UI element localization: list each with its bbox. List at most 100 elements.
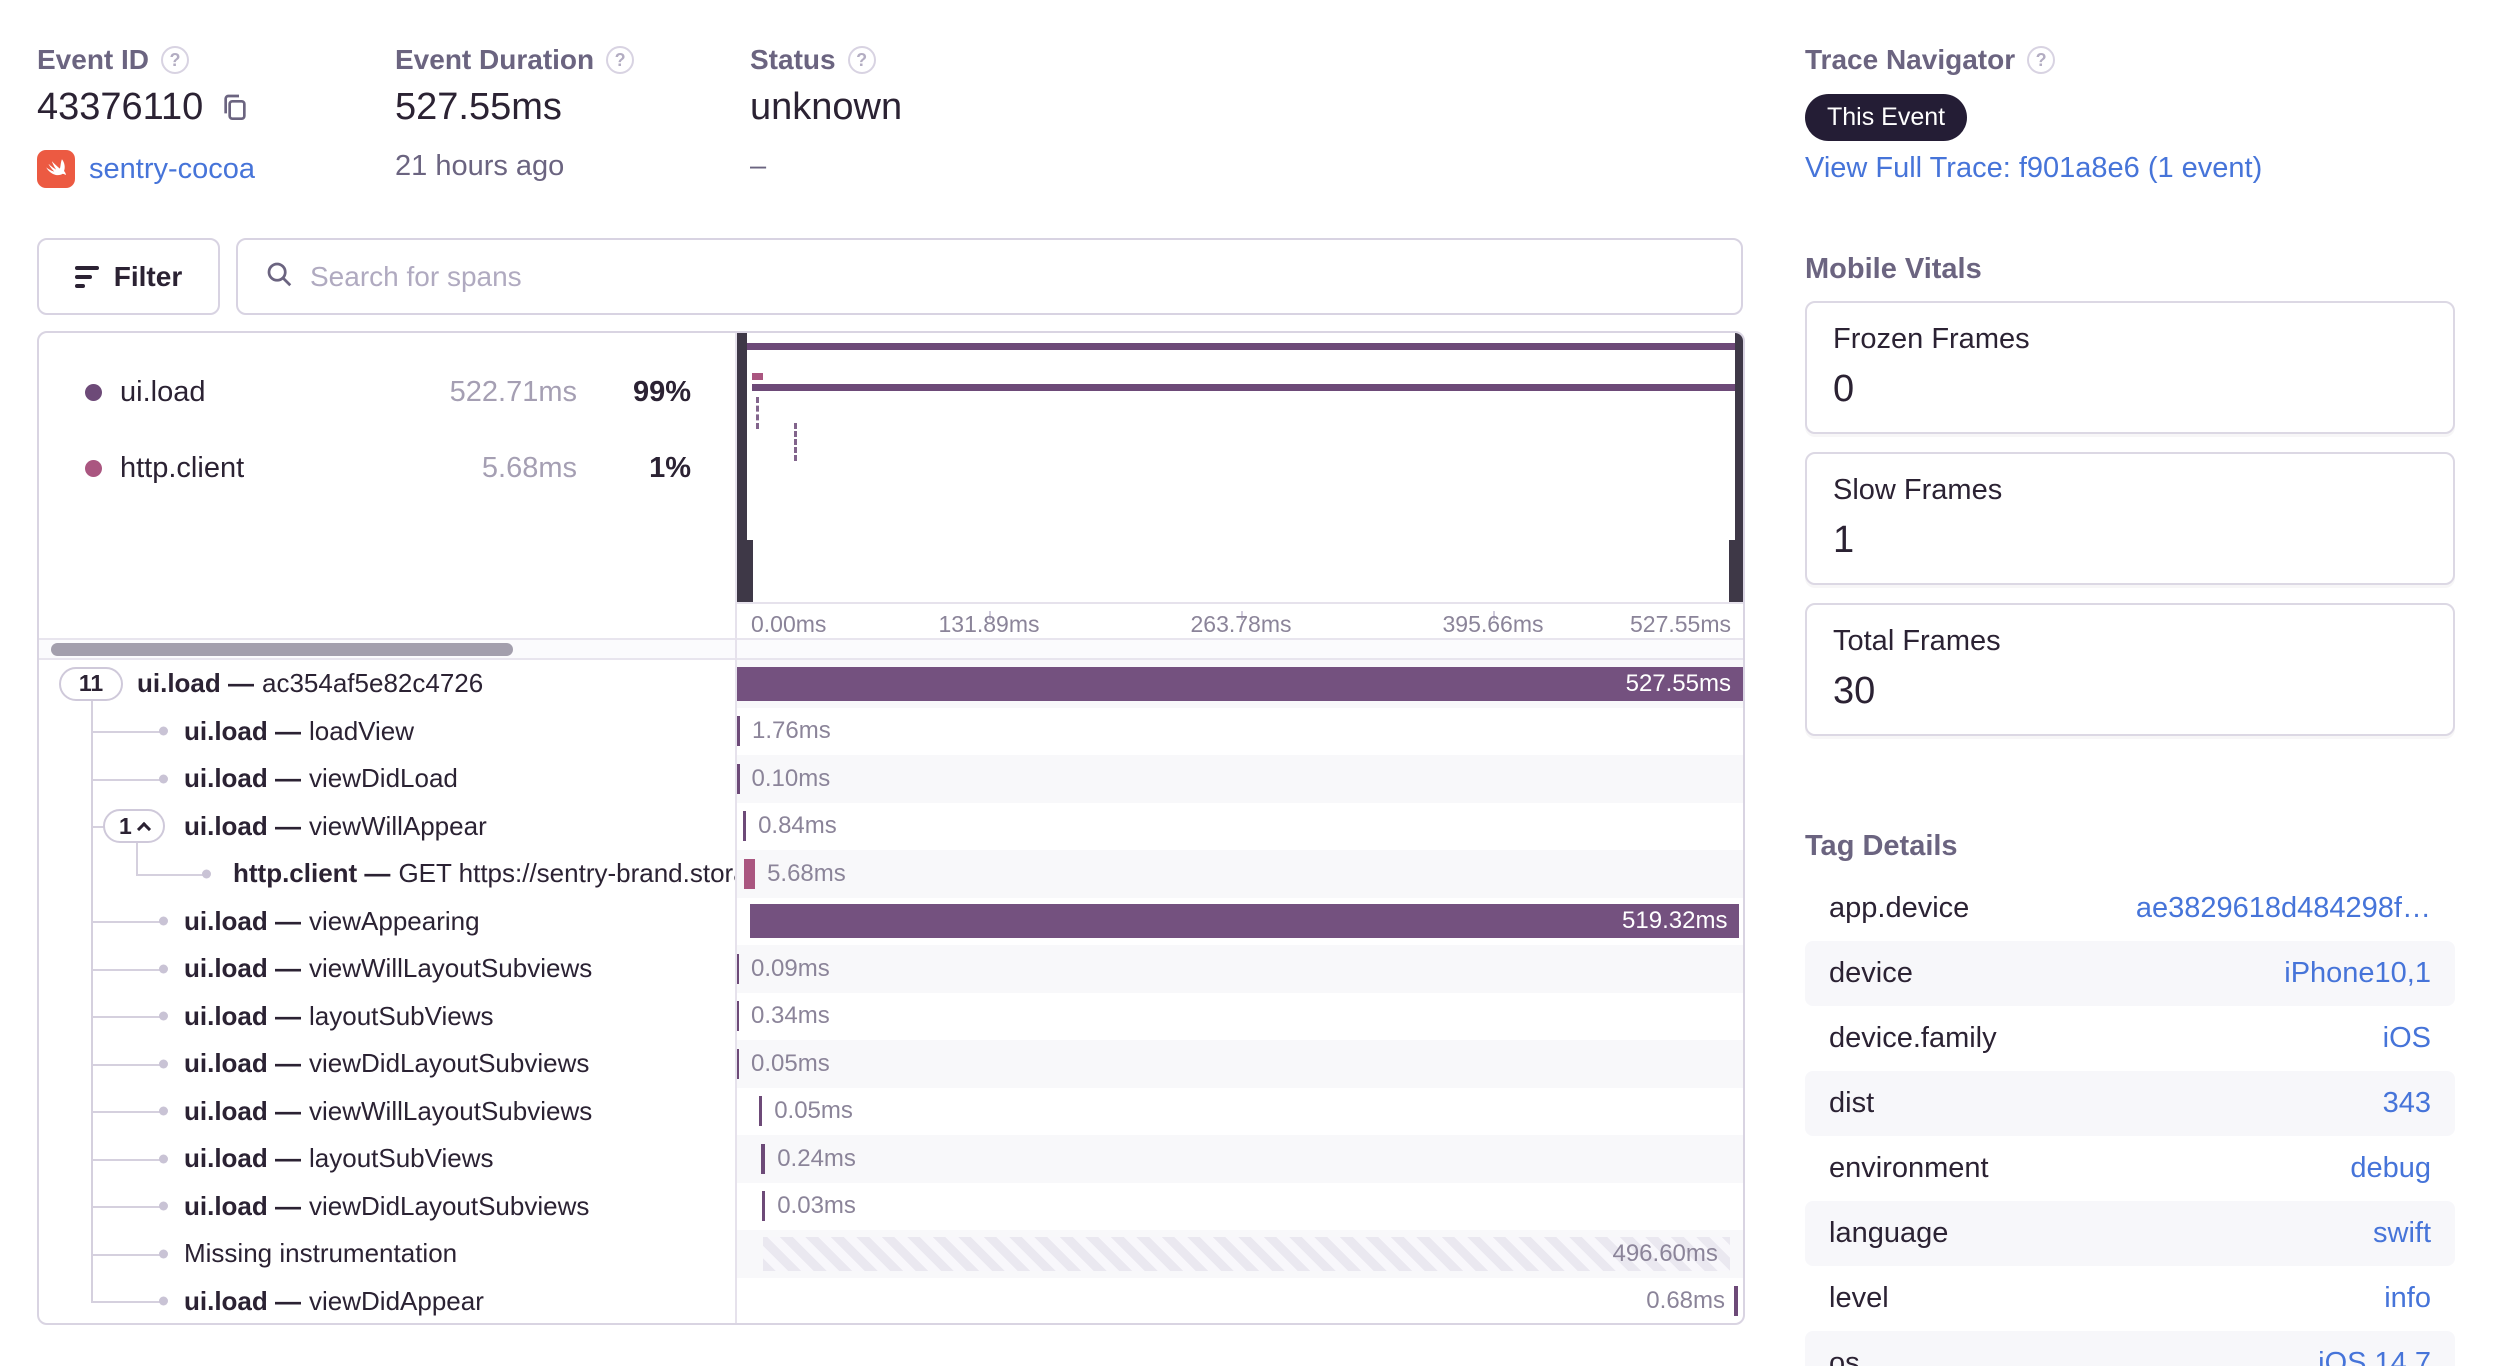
span-duration-bar[interactable]: [743, 811, 747, 842]
scrollbar-thumb[interactable]: [51, 643, 513, 656]
span-duration-bar[interactable]: [1734, 1286, 1738, 1317]
span-tree-cell: ui.load — layoutSubViews: [39, 993, 735, 1041]
event-duration-value: 527.55ms: [395, 86, 562, 128]
project-row: sentry-cocoa: [37, 150, 255, 188]
span-bar-cell[interactable]: 0.03ms: [735, 1183, 1743, 1231]
span-duration-bar[interactable]: [736, 716, 740, 747]
span-search[interactable]: [236, 238, 1743, 315]
span-bar-cell[interactable]: 527.55ms: [735, 660, 1743, 708]
span-duration-bar[interactable]: [759, 1096, 763, 1127]
span-label: ui.load — viewDidAppear: [184, 1285, 484, 1316]
slow-frames-card: Slow Frames 1: [1805, 452, 2455, 585]
span-tree-cell: ui.load — viewDidLayoutSubviews: [39, 1183, 735, 1231]
span-duration-bar[interactable]: [736, 1001, 739, 1032]
help-icon[interactable]: ?: [847, 46, 876, 74]
legend-row-ui-load: ui.load 522.71ms 99%: [85, 369, 691, 415]
span-duration-bar[interactable]: 519.32ms: [749, 904, 1740, 939]
tag-key: app.device: [1829, 892, 1970, 924]
span-row[interactable]: ui.load — viewDidLayoutSubviews 0.05ms: [39, 1040, 1743, 1088]
span-bar-cell[interactable]: 0.05ms: [735, 1088, 1743, 1136]
span-duration-bar[interactable]: 496.60ms: [763, 1236, 1730, 1271]
copy-icon[interactable]: [219, 92, 251, 124]
span-label: http.client — GET https://sentry-brand.st…: [233, 858, 735, 889]
span-bar-cell[interactable]: 0.05ms: [735, 1040, 1743, 1088]
tag-value-link[interactable]: 343: [2382, 1087, 2431, 1119]
span-tree-cell: ui.load — viewDidLoad: [39, 755, 735, 803]
span-tree: 11 ui.load — ac354af5e82c4726 527.55ms ui…: [39, 660, 1743, 1324]
tag-value-link[interactable]: ae3829618d484298f…: [2135, 892, 2431, 924]
span-row[interactable]: ui.load — viewWillLayoutSubviews 0.09ms: [39, 945, 1743, 993]
tree-bar-divider: [735, 333, 737, 1323]
span-label: ui.load — ac354af5e82c4726: [137, 668, 484, 699]
span-duration-label: 0.09ms: [751, 954, 830, 982]
span-row[interactable]: ui.load — viewAppearing 519.32ms: [39, 898, 1743, 946]
span-tree-cell: ui.load — viewAppearing: [39, 898, 735, 946]
tag-value-link[interactable]: iPhone10,1: [2284, 957, 2431, 989]
minimap-left-handle[interactable]: [737, 333, 753, 602]
project-link[interactable]: sentry-cocoa: [89, 152, 256, 185]
tag-row: dist 343: [1805, 1071, 2455, 1136]
axis-label: 395.66ms: [1442, 611, 1544, 637]
span-duration-bar[interactable]: 527.55ms: [735, 666, 1743, 701]
minimap-right-handle[interactable]: [1729, 333, 1743, 602]
minimap-dashed-span: [756, 397, 759, 429]
span-row[interactable]: Missing instrumentation 496.60ms: [39, 1230, 1743, 1278]
tag-value-link[interactable]: swift: [2373, 1217, 2431, 1249]
span-bar-cell[interactable]: 0.09ms: [735, 945, 1743, 993]
status-value: unknown: [750, 86, 903, 128]
span-bar-cell[interactable]: 0.34ms: [735, 993, 1743, 1041]
tag-key: language: [1829, 1217, 1949, 1249]
span-count-badge[interactable]: 11: [59, 666, 123, 701]
legend-row-http-client: http.client 5.68ms 1%: [85, 445, 691, 491]
tag-row: device iPhone10,1: [1805, 941, 2455, 1006]
tag-value-link[interactable]: iOS 14.7: [2318, 1347, 2431, 1366]
span-bar-cell[interactable]: 1.76ms: [735, 708, 1743, 756]
span-duration-bar[interactable]: [736, 1048, 739, 1079]
span-row[interactable]: ui.load — viewDidAppear 0.68ms: [39, 1278, 1743, 1324]
span-row[interactable]: ui.load — loadView 1.76ms: [39, 708, 1743, 756]
span-row[interactable]: ui.load — layoutSubViews 0.34ms: [39, 993, 1743, 1041]
help-icon[interactable]: ?: [606, 46, 635, 74]
tag-value-link[interactable]: iOS: [2382, 1022, 2431, 1054]
span-bar-cell[interactable]: 496.60ms: [735, 1230, 1743, 1278]
help-icon[interactable]: ?: [2027, 46, 2056, 74]
help-icon[interactable]: ?: [161, 46, 190, 74]
span-row[interactable]: 1 ui.load — viewWillAppear 0.84ms: [39, 803, 1743, 851]
trace-minimap[interactable]: [737, 333, 1743, 602]
span-bar-cell[interactable]: 0.68ms: [735, 1278, 1743, 1324]
span-tree-cell: ui.load — viewWillLayoutSubviews: [39, 1088, 735, 1136]
span-row[interactable]: ui.load — viewDidLoad 0.10ms: [39, 755, 1743, 803]
span-duration-bar[interactable]: [761, 1143, 766, 1174]
span-row[interactable]: http.client — GET https://sentry-brand.st…: [39, 850, 1743, 898]
filter-button[interactable]: Filter: [37, 238, 220, 315]
span-tree-cell: ui.load — viewDidAppear: [39, 1278, 735, 1324]
span-duration-label: 0.05ms: [751, 1049, 830, 1077]
span-row[interactable]: ui.load — viewDidLayoutSubviews 0.03ms: [39, 1183, 1743, 1231]
axis-label: 527.55ms: [1629, 611, 1731, 637]
span-duration-bar[interactable]: [736, 763, 740, 794]
span-row[interactable]: 11 ui.load — ac354af5e82c4726 527.55ms: [39, 660, 1743, 708]
span-row[interactable]: ui.load — viewWillLayoutSubviews 0.05ms: [39, 1088, 1743, 1136]
view-full-trace-link[interactable]: View Full Trace: f901a8e6 (1 event): [1805, 152, 2263, 184]
span-duration-bar[interactable]: [762, 1191, 766, 1222]
span-duration-bar[interactable]: [736, 953, 739, 984]
span-count-badge[interactable]: 1: [103, 809, 165, 844]
span-row[interactable]: ui.load — layoutSubViews 0.24ms: [39, 1135, 1743, 1183]
span-bar-cell[interactable]: 0.10ms: [735, 755, 1743, 803]
span-duration-bar[interactable]: [744, 858, 756, 889]
span-bar-cell[interactable]: 0.84ms: [735, 803, 1743, 851]
trace-waterfall-panel: ui.load 522.71ms 99% http.client 5.68ms …: [37, 331, 1745, 1325]
search-input[interactable]: [310, 260, 1715, 293]
status-sub: –: [750, 150, 767, 182]
span-bar-cell[interactable]: 5.68ms: [735, 850, 1743, 898]
span-tree-cell: ui.load — layoutSubViews: [39, 1135, 735, 1183]
span-duration-label: 5.68ms: [767, 859, 846, 887]
span-duration-label: 0.34ms: [751, 1002, 830, 1030]
span-bar-cell[interactable]: 0.24ms: [735, 1135, 1743, 1183]
status-label: Status ?: [750, 44, 876, 76]
tag-value-link[interactable]: debug: [2350, 1152, 2431, 1184]
span-bar-cell[interactable]: 519.32ms: [735, 898, 1743, 946]
tag-value-link[interactable]: info: [2384, 1282, 2431, 1314]
horizontal-scrollbar[interactable]: [39, 638, 1743, 660]
